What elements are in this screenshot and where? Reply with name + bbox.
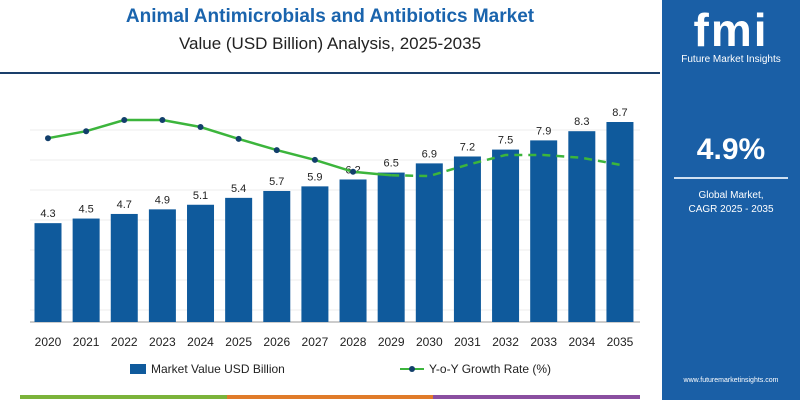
x-tick-label: 2030 [416,335,443,349]
cagr-caption-2: CAGR 2025 - 2035 [688,204,774,215]
growth-marker [311,156,318,163]
bar [301,186,329,322]
x-tick-label: 2031 [454,335,481,349]
legend-line: Y-o-Y Growth Rate (%) [400,362,551,376]
x-tick-label: 2024 [187,335,214,349]
bar-value-label: 4.7 [117,199,132,211]
legend-line-label: Y-o-Y Growth Rate (%) [429,362,552,376]
growth-line-solid [47,118,392,177]
side-panel: fmi Future Market Insights 4.9% Global M… [662,0,800,400]
x-tick-label: 2028 [340,335,367,349]
x-tick-label: 2034 [568,335,595,349]
chart-subtitle: Value (USD Billion) Analysis, 2025-2035 [178,34,482,53]
bar-value-label: 4.9 [155,194,170,206]
bar-value-label: 5.1 [193,190,208,202]
website-url: www.futuremarketinsights.com [683,377,779,384]
chart-title: Animal Antimicrobials and Antibiotics Ma… [125,6,535,27]
bar-value-label: 7.2 [460,141,475,153]
bar [187,204,215,322]
cagr-value: 4.9% [696,133,766,166]
bar [225,197,253,322]
bar-value-label: 7.9 [536,125,551,137]
x-tick-label: 2022 [111,335,138,349]
growth-marker [83,128,90,135]
bar-value-label: 8.7 [612,107,627,119]
bar [72,218,100,322]
legend-bar: Market Value USD Billion [130,362,285,376]
bar [568,131,596,322]
legend-bar-swatch [130,364,146,374]
bar [606,122,634,322]
bar-value-label: 5.7 [269,176,284,188]
cagr-divider [674,177,788,179]
growth-marker [121,117,128,123]
bar-value-label: 6.5 [384,158,399,170]
bar [492,149,520,322]
x-tick-label: 2032 [492,335,519,349]
bar-value-label: 5.4 [231,183,246,195]
bar [34,223,62,322]
chart-plot: 4.3 2020 4.5 2021 4.7 2022 4.9 2023 5.1 2024 5.4 20… [30,107,640,349]
legend-line-swatch [400,366,424,372]
bar [263,190,291,322]
cagr-caption-1: Global Market, [698,190,764,201]
growth-marker [235,135,242,142]
x-tick-label: 2025 [225,335,252,349]
x-tick-label: 2026 [263,335,290,349]
x-tick-label: 2029 [378,335,405,349]
x-tick-label: 2033 [530,335,557,349]
x-tick-label: 2035 [607,335,634,349]
bar [339,179,367,322]
bar-value-label: 5.9 [307,171,322,183]
bar [453,156,481,322]
growth-marker [159,117,166,123]
bar [530,140,558,322]
bar-value-label: 8.3 [574,116,589,128]
bar-value-label: 6.9 [422,148,437,160]
x-tick-label: 2021 [73,335,100,349]
bar [377,172,405,322]
bar-value-label: 4.3 [40,208,55,220]
growth-marker [350,168,357,175]
growth-marker [197,124,204,130]
x-tick-label: 2027 [302,335,329,349]
bar [415,163,443,322]
growth-marker [45,135,51,142]
bar-value-label: 4.5 [78,204,93,216]
brand-name: Future Market Insights [681,54,781,65]
footer-strip [20,395,641,399]
legend-bar-label: Market Value USD Billion [151,362,285,376]
x-tick-label: 2023 [149,335,176,349]
title-divider [0,72,660,74]
growth-line-dashed [391,153,621,178]
bar [148,209,176,322]
growth-marker [273,147,280,154]
bar [110,213,138,322]
fmi-logo: fmi [693,4,769,56]
bar-value-label: 7.5 [498,135,513,147]
x-tick-label: 2020 [35,335,62,349]
